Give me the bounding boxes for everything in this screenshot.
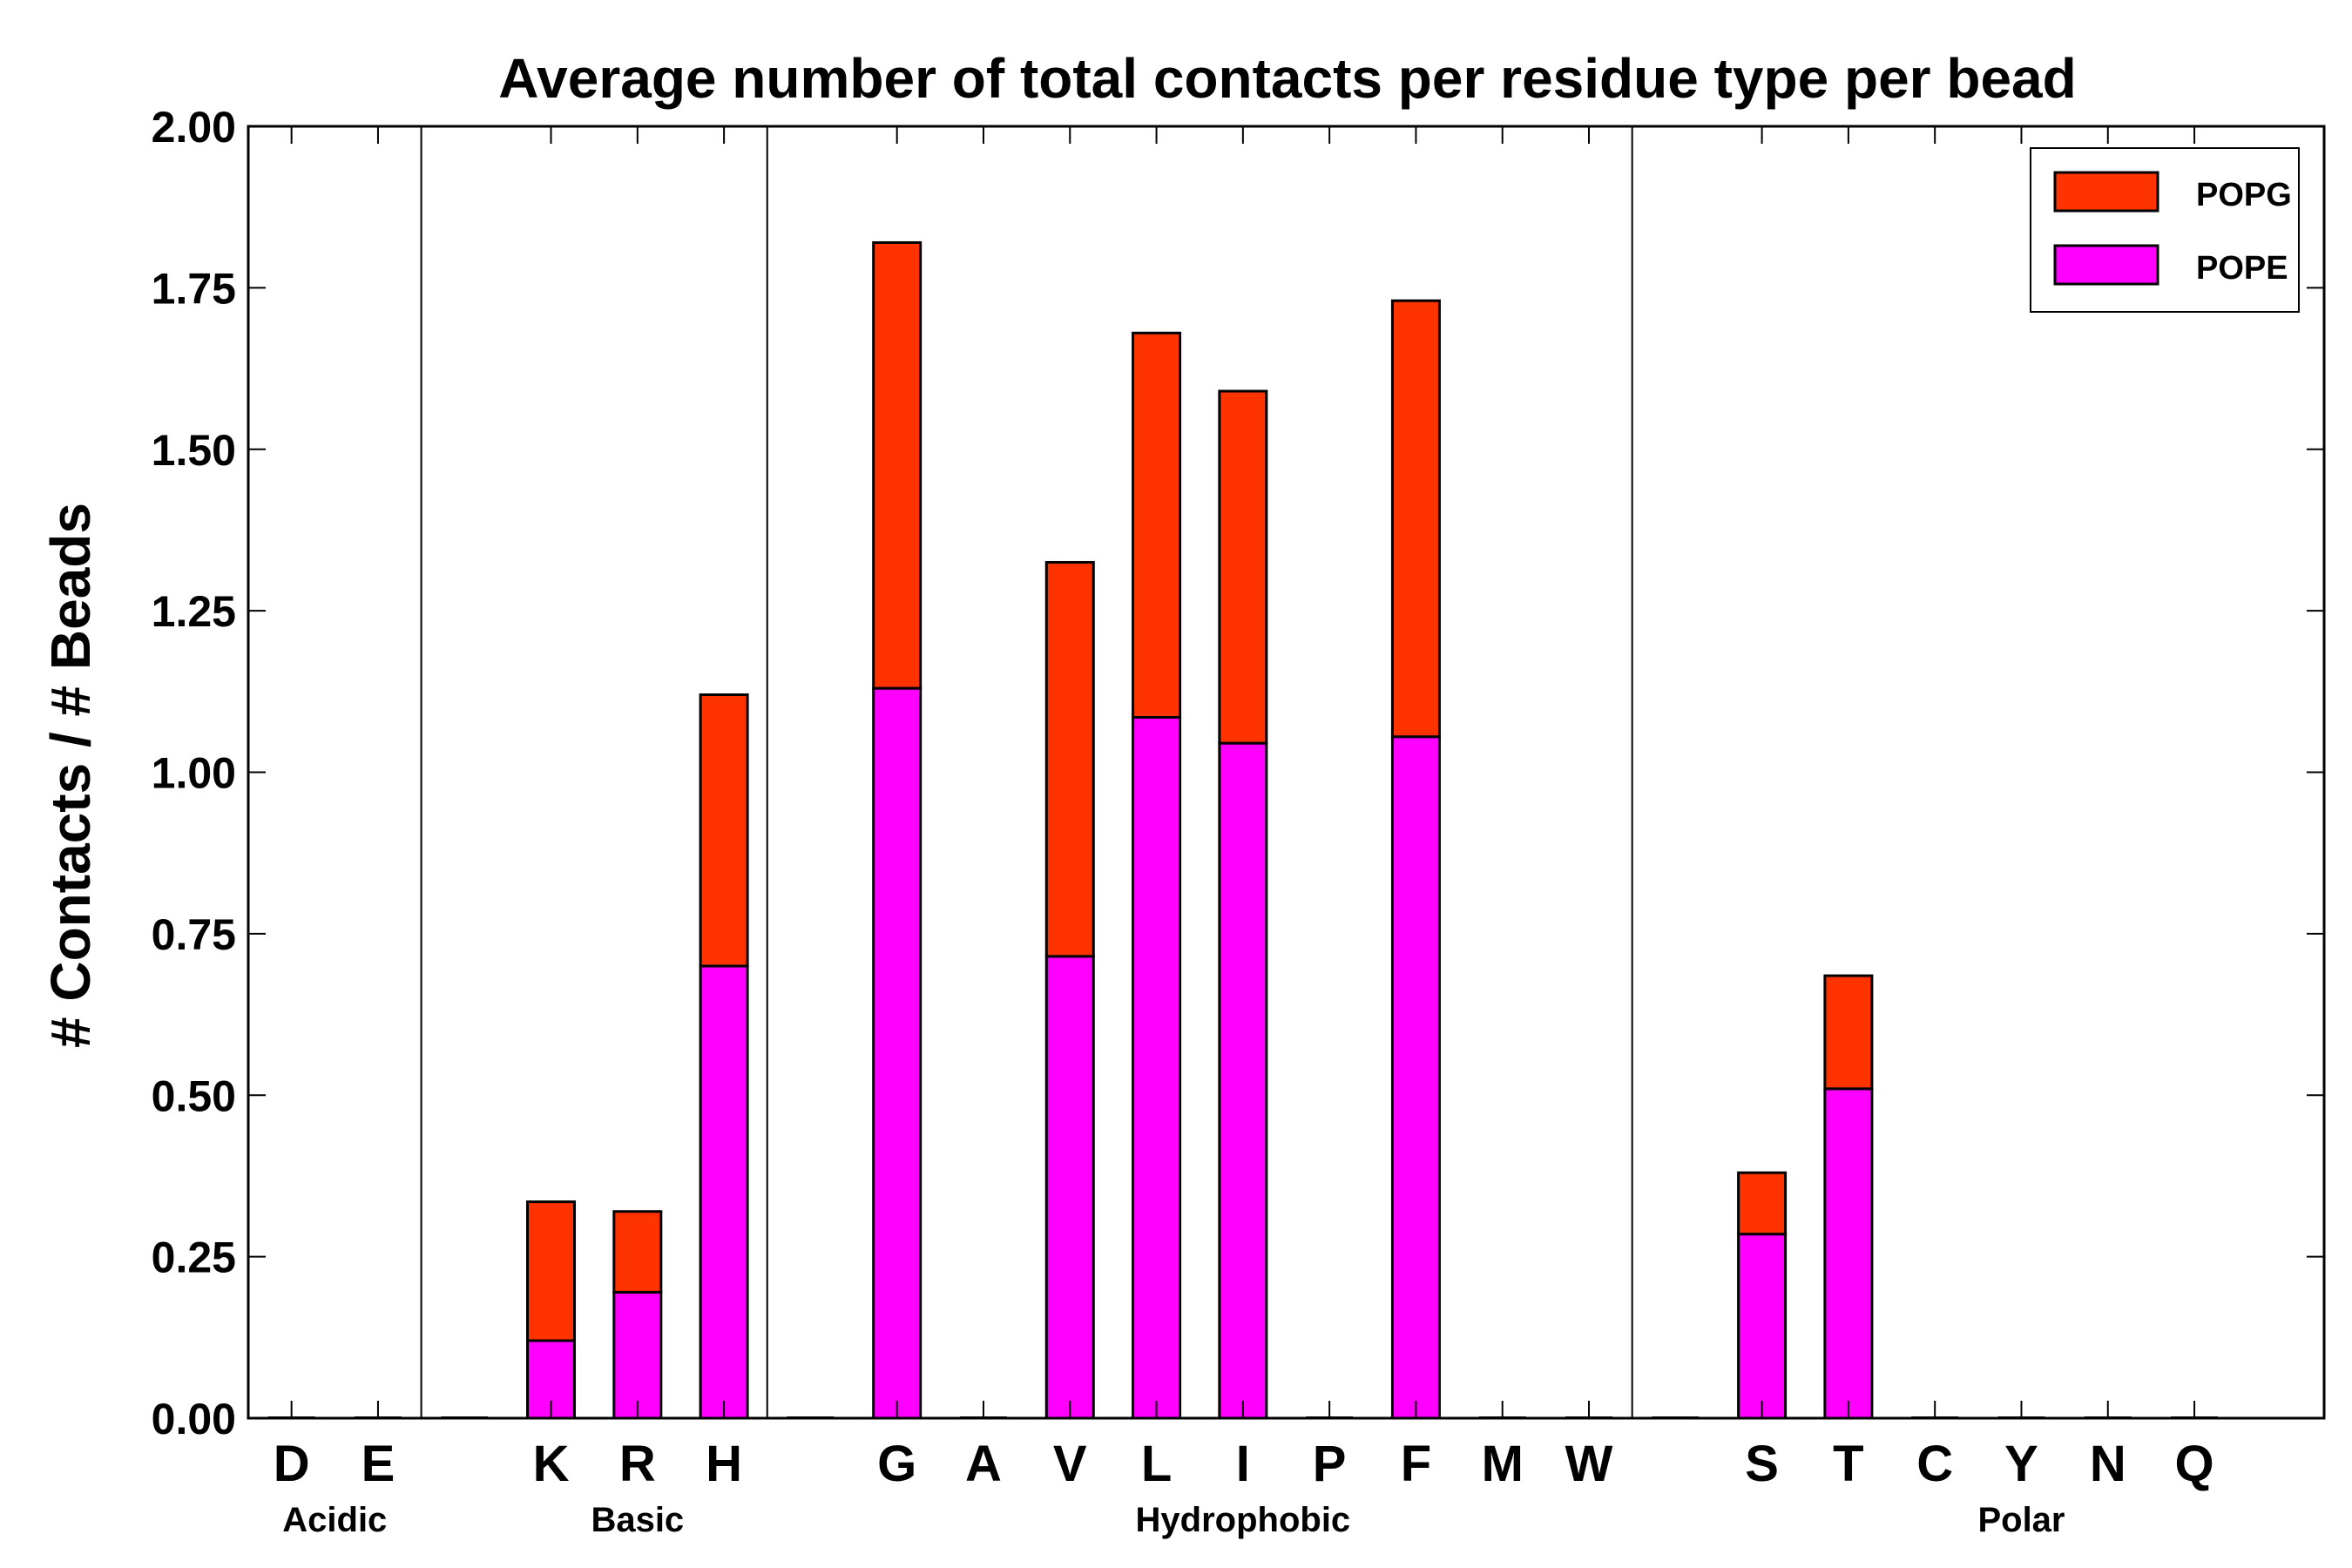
y-tick-label: 1.75 [152, 264, 236, 313]
x-tick-label: T [1833, 1436, 1863, 1492]
group-label: Hydrophobic [1136, 1501, 1351, 1539]
y-axis-label: # Contacts / # Beads [39, 503, 102, 1048]
bar-pope-f [1390, 735, 1441, 1420]
bar-popg-k [526, 1200, 577, 1342]
legend-swatch-popg [2053, 171, 2159, 213]
x-tick-label: Y [2004, 1436, 2038, 1492]
x-tick-label: M [1482, 1436, 1524, 1492]
x-tick-label: W [1565, 1436, 1613, 1492]
legend-label-pope: POPE [2196, 250, 2288, 287]
bar-pope-s [1737, 1233, 1788, 1420]
x-tick-label: H [706, 1436, 742, 1492]
x-tick-label: A [965, 1436, 1002, 1492]
x-tick-label: E [362, 1436, 395, 1492]
x-tick-label: C [1916, 1436, 1953, 1492]
legend-label-popg: POPG [2196, 177, 2292, 213]
bar-popg-r [612, 1210, 663, 1294]
y-tick-label: 0.00 [152, 1395, 236, 1443]
x-tick-label: I [1236, 1436, 1250, 1492]
bar-pope-g [872, 686, 923, 1420]
bar-pope-r [612, 1290, 663, 1420]
x-tick-label: S [1745, 1436, 1779, 1492]
plot-area: 0.00 0.25 0.50 0.75 1.00 1.25 1.50 1.75 2.00 D E K R… [152, 103, 2326, 1539]
bar-pope-v [1044, 955, 1095, 1420]
y-tick-label: 0.25 [152, 1233, 236, 1282]
y-tick-label: 1.25 [152, 587, 236, 636]
x-tick-label: P [1313, 1436, 1347, 1492]
x-tick-label: D [274, 1436, 310, 1492]
x-tick-label: L [1141, 1436, 1172, 1492]
x-tick-label: Q [2175, 1436, 2214, 1492]
bar-pope-i [1218, 741, 1268, 1420]
bar-popg-v [1044, 561, 1095, 958]
legend-swatch-pope [2053, 244, 2159, 286]
bar-popg-t [1823, 974, 1874, 1091]
y-tick-label: 1.00 [152, 749, 236, 798]
x-tick-label: V [1053, 1436, 1087, 1492]
group-label: Basic [591, 1501, 684, 1539]
bar-pope-l [1132, 715, 1182, 1420]
x-tick-label: K [533, 1436, 570, 1492]
bar-popg-i [1218, 389, 1268, 745]
bar-popg-h [699, 693, 749, 968]
y-tick-label: 2.00 [152, 103, 236, 152]
x-tick-label: F [1401, 1436, 1431, 1492]
x-tick-label: N [2090, 1436, 2126, 1492]
group-label: Polar [1977, 1501, 2065, 1539]
bar-popg-g [872, 240, 923, 690]
chart-title: Average number of total contacts per res… [498, 47, 2076, 110]
y-tick-label: 1.50 [152, 426, 236, 475]
y-tick-label: 0.75 [152, 910, 236, 959]
bar-pope-t [1823, 1087, 1874, 1420]
x-tick-label: G [877, 1436, 916, 1492]
bar-popg-s [1737, 1171, 1788, 1236]
y-tick-label: 0.50 [152, 1071, 236, 1120]
bar-popg-f [1390, 299, 1441, 739]
x-tick-label: R [619, 1436, 656, 1492]
bar-popg-l [1132, 331, 1182, 719]
group-label: Acidic [282, 1501, 387, 1539]
bar-pope-h [699, 964, 749, 1420]
